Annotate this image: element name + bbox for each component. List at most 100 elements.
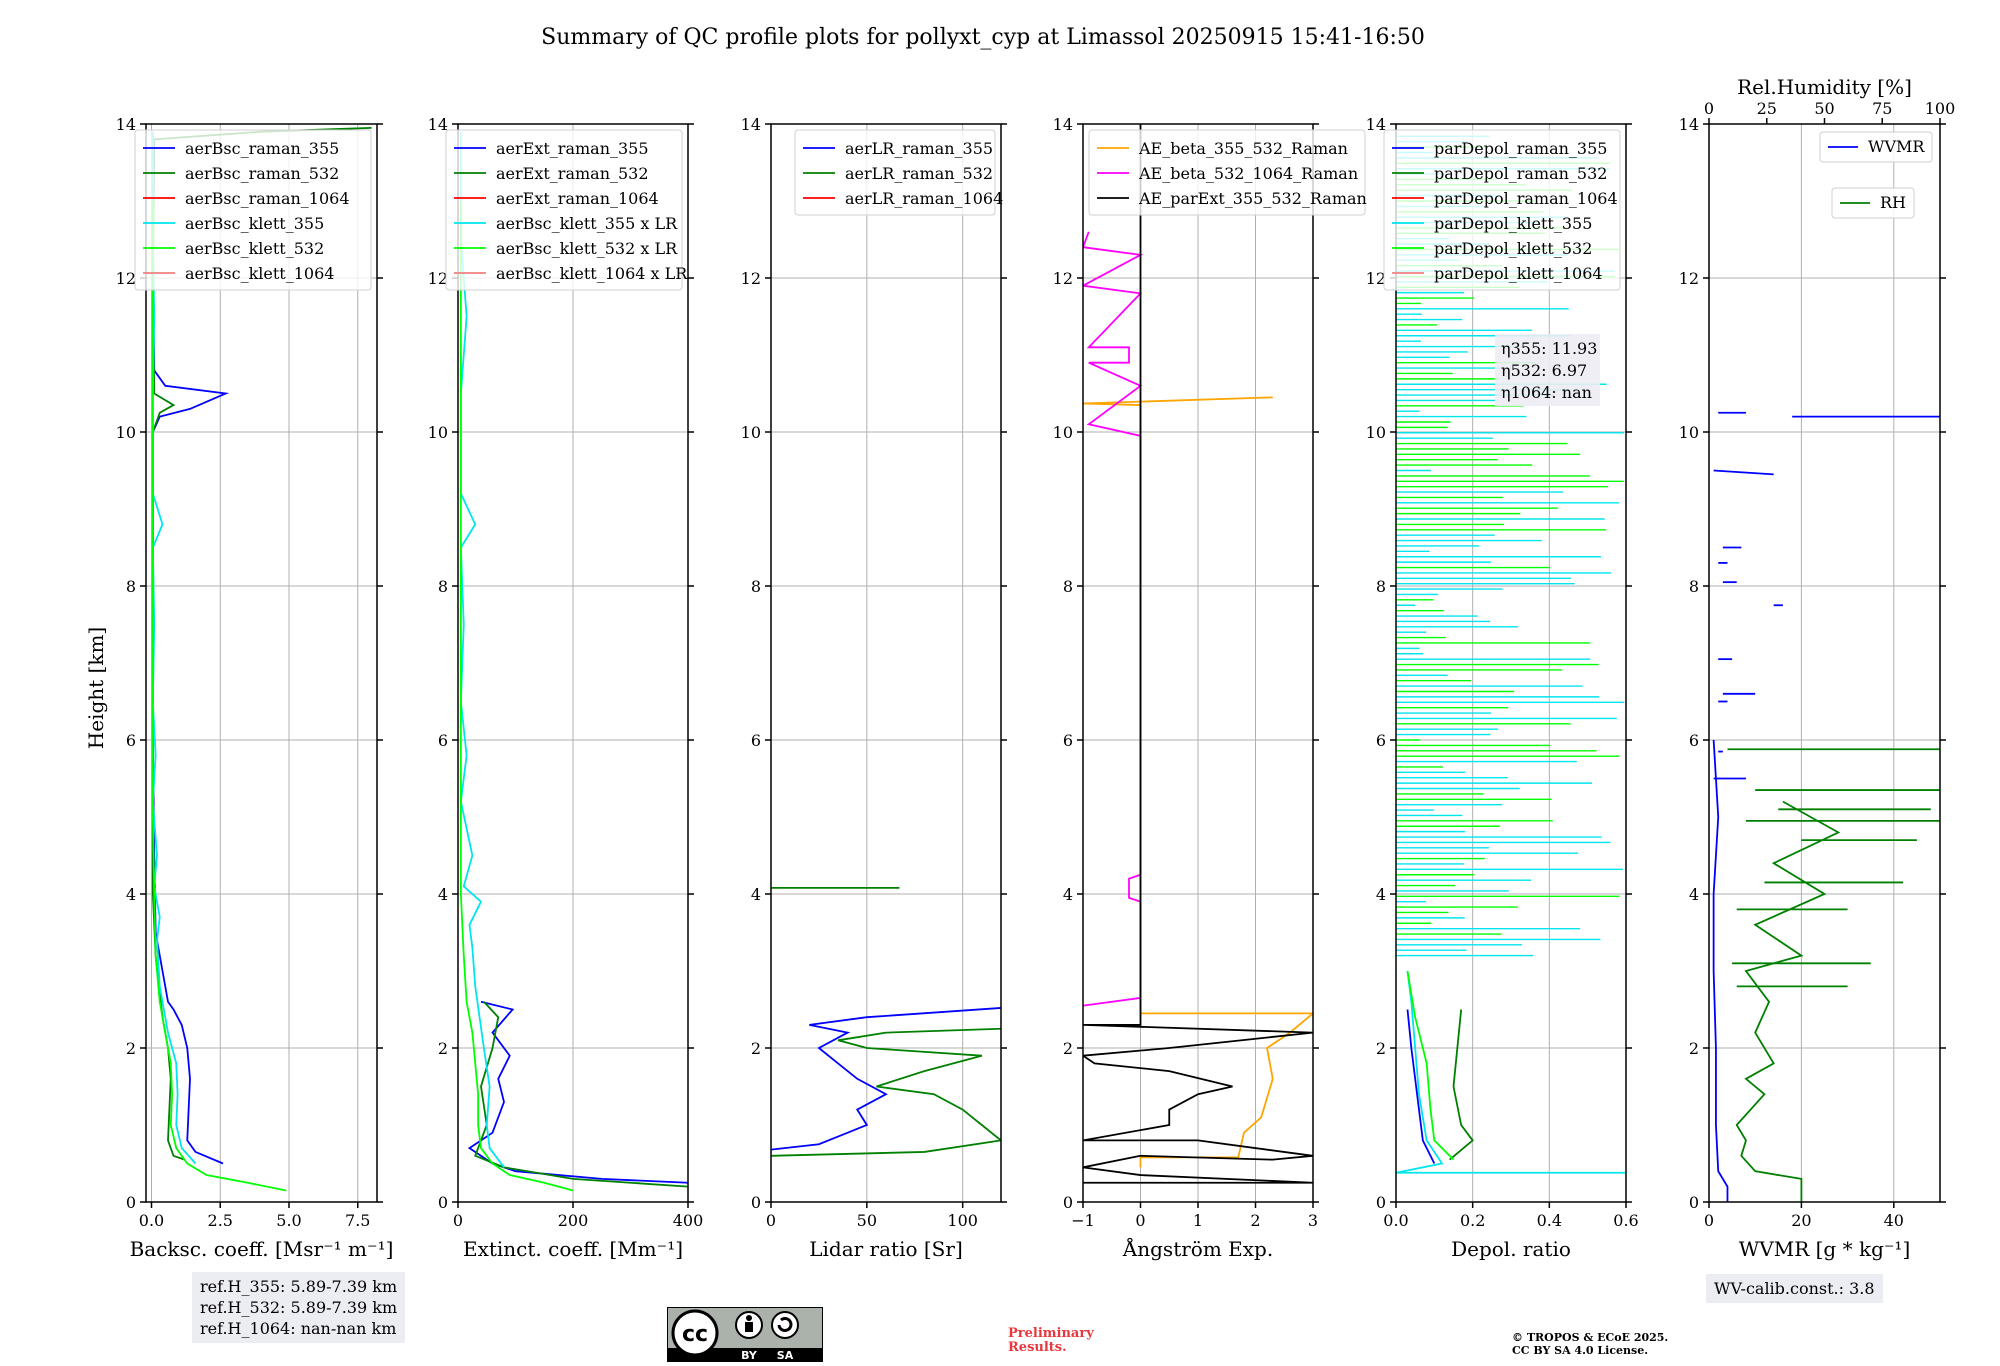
- x-tick-label: 0: [1135, 1211, 1145, 1230]
- legend-label: aerBsc_klett_1064 x LR: [496, 264, 688, 283]
- top-x-tick-label: 25: [1757, 99, 1777, 118]
- copyright-line-1: © TROPOS & ECoE 2025.: [1512, 1331, 1669, 1344]
- y-tick-label: 4: [1689, 885, 1699, 904]
- eta-value: η355: 11.93: [1501, 339, 1597, 358]
- y-tick-label: 8: [1689, 577, 1699, 596]
- x-tick-label: 3: [1308, 1211, 1318, 1230]
- series-line-parDepol_klett_532: [1406, 970, 1455, 1161]
- legend-label: parDepol_raman_1064: [1434, 189, 1618, 208]
- y-tick-label: 4: [438, 885, 448, 904]
- y-tick-label: 2: [1063, 1039, 1073, 1058]
- legend-label: aerExt_raman_532: [496, 164, 649, 183]
- legend-label: aerBsc_klett_355 x LR: [496, 214, 678, 233]
- top-x-tick-label: 50: [1814, 99, 1834, 118]
- y-tick-label: 8: [751, 577, 761, 596]
- y-tick-label: 2: [1376, 1039, 1386, 1058]
- y-tick-label: 14: [1053, 115, 1073, 134]
- series-line-parDepol_raman_355: [1406, 1009, 1436, 1164]
- legend-box: [1383, 129, 1621, 291]
- legend-label: aerBsc_klett_532: [185, 239, 324, 258]
- series-line-AE_beta_532_1064_Raman: [1083, 231, 1144, 1007]
- eta-value: η532: 6.97: [1501, 361, 1587, 380]
- top-x-tick-label: 0: [1704, 99, 1714, 118]
- series-line-aerBsc_klett_532: [151, 201, 287, 1192]
- legend-box: [794, 129, 996, 216]
- series-line-aerLR_raman_355: [771, 1007, 1001, 1151]
- y-tick-label: 8: [126, 577, 136, 596]
- x-tick-label: 0: [766, 1211, 776, 1230]
- panel-extinction: 0 2 4 6 8 10 12 14 0 200 400 Extinct. coeff. [Mm⁻¹]…: [428, 115, 704, 1261]
- wv-calib-box: WV-calib.const.: 3.8: [1706, 1274, 1883, 1303]
- x-tick-label: 1: [1193, 1211, 1203, 1230]
- x-tick-label: 0.2: [1460, 1211, 1485, 1230]
- legend-label: parDepol_raman_355: [1434, 139, 1607, 158]
- x-tick-label: 0.6: [1613, 1211, 1638, 1230]
- copyright-line-2: CC BY SA 4.0 License.: [1512, 1344, 1649, 1357]
- x-axis-label: WVMR [g * kg⁻¹]: [1739, 1237, 1911, 1261]
- panel-lidar-ratio: 0 2 4 6 8 10 12 14 0 50 100 Lidar ratio [Sr] aerLR_r…: [741, 115, 1007, 1261]
- y-tick-label: 0: [438, 1193, 448, 1212]
- cc-by-label: BY: [741, 1349, 758, 1362]
- y-tick-label: 6: [438, 731, 448, 750]
- series-line-parDepol_raman_532: [1449, 1009, 1474, 1161]
- series-line-RH: [1735, 800, 1841, 1202]
- legend-label: aerBsc_klett_355: [185, 214, 324, 233]
- legend-label: AE_parExt_355_532_Raman: [1138, 189, 1367, 208]
- y-tick-label: 6: [1063, 731, 1073, 750]
- legend-box: [1831, 187, 1915, 219]
- y-tick-label: 14: [428, 115, 448, 134]
- axes-frame: [770, 123, 1002, 1203]
- series-line-aerExt_raman_355: [467, 1000, 688, 1184]
- legend-label: aerBsc_klett_1064: [185, 264, 334, 283]
- legend-label: parDepol_klett_355: [1434, 214, 1592, 233]
- y-tick-label: 14: [1679, 115, 1699, 134]
- x-tick-label: 100: [947, 1211, 978, 1230]
- copyright-note: © TROPOS & ECoE 2025. CC BY SA 4.0 Licen…: [1512, 1331, 1668, 1357]
- y-tick-label: 0: [1376, 1193, 1386, 1212]
- y-tick-label: 0: [1689, 1193, 1699, 1212]
- ref-height-532: ref.H_532: 5.89-7.39 km: [200, 1298, 398, 1317]
- series-line-WVMR: [1712, 739, 1729, 1202]
- legend-label: parDepol_raman_532: [1434, 164, 1607, 183]
- x-tick-label: 2: [1250, 1211, 1260, 1230]
- y-tick-label: 2: [1689, 1039, 1699, 1058]
- y-tick-label: 4: [1376, 885, 1386, 904]
- x-axis-label: Depol. ratio: [1451, 1237, 1571, 1261]
- reference-height-box: ref.H_355: 5.89-7.39 km ref.H_532: 5.89-…: [192, 1272, 406, 1343]
- x-tick-label: 0.4: [1537, 1211, 1562, 1230]
- y-tick-label: 12: [1366, 269, 1386, 288]
- legend-label: aerLR_raman_1064: [845, 189, 1003, 208]
- y-tick-label: 12: [1679, 269, 1699, 288]
- y-tick-label: 4: [751, 885, 761, 904]
- top-x-tick-label: 75: [1872, 99, 1892, 118]
- figure-title: Summary of QC profile plots for pollyxt_…: [541, 25, 1425, 50]
- x-tick-label: 40: [1884, 1211, 1904, 1230]
- x-tick-label: 5.0: [276, 1211, 301, 1230]
- legend-label: aerBsc_raman_532: [185, 164, 339, 183]
- legend-box: [134, 129, 372, 291]
- legend-box: [1819, 131, 1933, 163]
- x-axis-label: Extinct. coeff. [Mm⁻¹]: [463, 1237, 683, 1261]
- panel-water-vapor: 0 2 4 6 8 10 12 14 0 20 40 WVMR [g * kg⁻¹] 0 25 50 75 10…: [1679, 75, 1956, 1261]
- eta-value: η1064: nan: [1501, 383, 1592, 402]
- eta-box: [1495, 334, 1600, 406]
- y-tick-label: 12: [116, 269, 136, 288]
- cc-sa-label: SA: [777, 1349, 794, 1362]
- x-axis-label: Lidar ratio [Sr]: [809, 1237, 963, 1261]
- y-tick-label: 6: [1376, 731, 1386, 750]
- ref-height-355: ref.H_355: 5.89-7.39 km: [200, 1277, 398, 1296]
- x-tick-label: 7.5: [345, 1211, 370, 1230]
- y-tick-label: 0: [126, 1193, 136, 1212]
- x-tick-label: 200: [558, 1211, 589, 1230]
- x-tick-label: 400: [673, 1211, 704, 1230]
- axes-frame: [145, 123, 378, 1203]
- legend-label: AE_beta_532_1064_Raman: [1138, 164, 1358, 183]
- axes-frame: [1395, 123, 1627, 1203]
- y-tick-label: 4: [1063, 885, 1073, 904]
- y-tick-label: 10: [1679, 423, 1699, 442]
- y-tick-label: 8: [438, 577, 448, 596]
- cc-by-sa-icon: cc BY SA: [667, 1307, 823, 1362]
- legend-label: aerBsc_raman_1064: [185, 189, 350, 208]
